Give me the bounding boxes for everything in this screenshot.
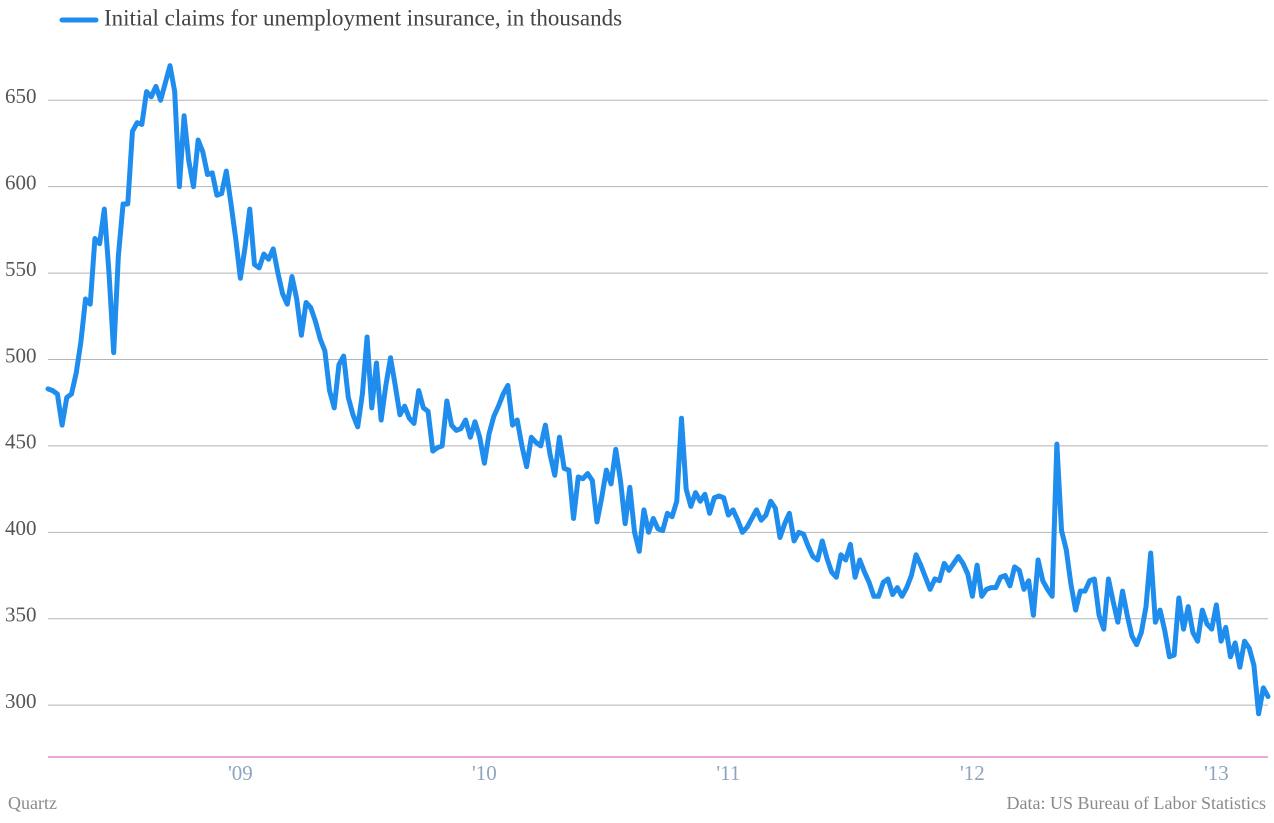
y-tick-label: 300 — [5, 689, 37, 713]
x-tick-label: '10 — [472, 761, 497, 785]
y-tick-label: 650 — [5, 84, 37, 108]
data-line — [45, 63, 1271, 717]
credit: Quartz — [8, 793, 57, 813]
y-tick-label: 400 — [5, 516, 37, 540]
y-tick-label: 500 — [5, 343, 37, 367]
source: Data: US Bureau of Labor Statistics — [1007, 793, 1266, 813]
y-tick-label: 450 — [5, 430, 37, 454]
y-tick-label: 600 — [5, 170, 37, 194]
legend-label: Initial claims for unemployment insuranc… — [104, 5, 622, 30]
x-tick-label: '11 — [716, 761, 740, 785]
x-tick-label: '09 — [228, 761, 253, 785]
x-tick-label: '12 — [960, 761, 985, 785]
x-tick-label: '13 — [1204, 761, 1229, 785]
y-tick-label: 350 — [5, 603, 37, 627]
y-tick-label: 550 — [5, 257, 37, 281]
